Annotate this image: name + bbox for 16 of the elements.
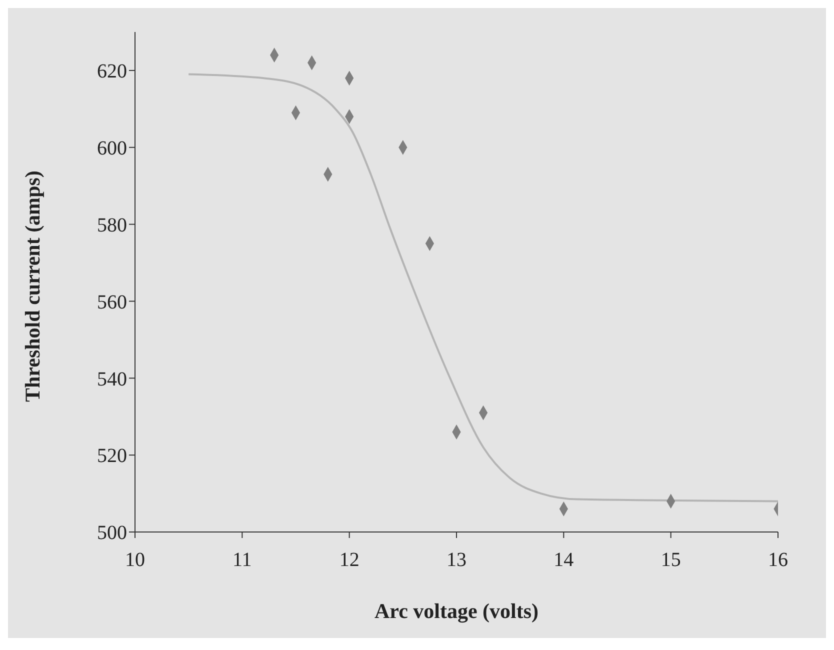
x-tick-label: 16 — [768, 549, 788, 572]
y-tick-label: 560 — [97, 291, 127, 314]
x-tick-label: 14 — [554, 549, 574, 572]
y-tick-label: 620 — [97, 60, 127, 83]
y-tick-label: 580 — [97, 214, 127, 236]
x-tick-label: 10 — [125, 549, 145, 572]
y-tick-label: 600 — [97, 137, 127, 160]
x-axis-title: Arc voltage (volts) — [374, 599, 539, 623]
y-tick-label: 500 — [97, 522, 127, 544]
x-tick-label: 15 — [660, 549, 681, 572]
x-tick-label: 13 — [446, 549, 466, 572]
x-tick-label: 11 — [232, 549, 252, 572]
y-tick-label: 520 — [97, 445, 127, 468]
y-axis-title: Threshold current (amps) — [20, 170, 44, 402]
x-tick-label: 12 — [339, 549, 360, 572]
y-tick-label: 540 — [97, 368, 127, 390]
